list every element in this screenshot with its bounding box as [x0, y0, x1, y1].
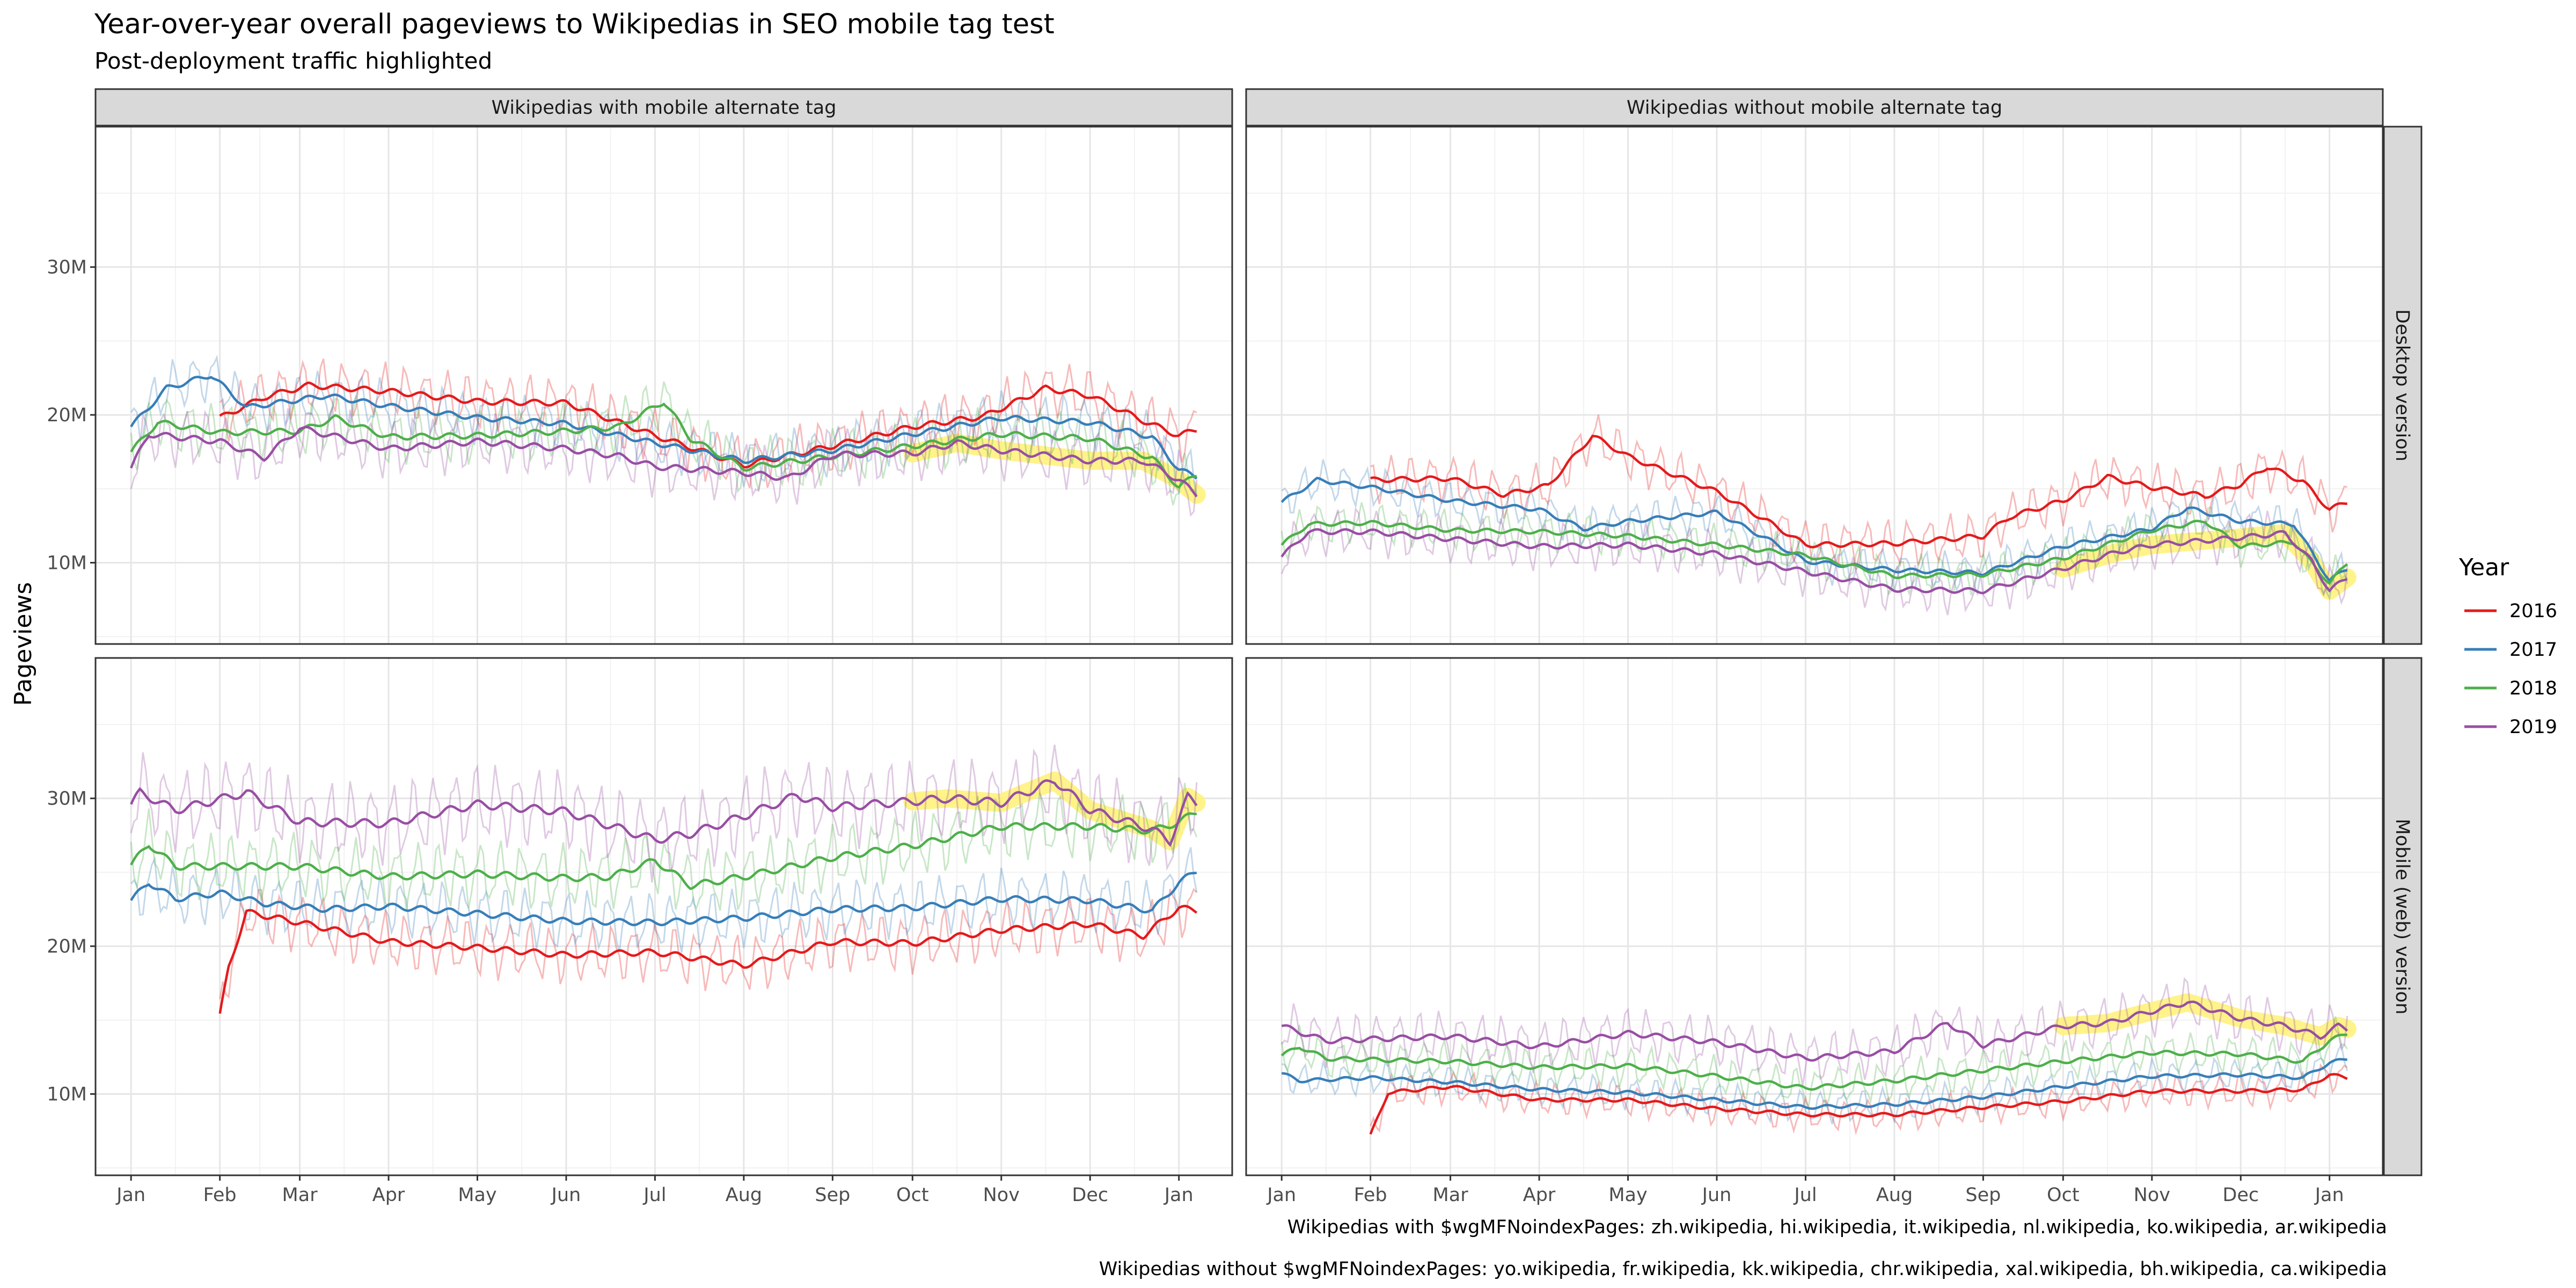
panel-background	[96, 127, 1232, 644]
x-tick-label: Dec	[2222, 1184, 2259, 1206]
series-line-2017	[1280, 477, 2348, 582]
x-tick-label: Apr	[372, 1184, 405, 1206]
caption-without-noindex: Wikipedias without $wgMFNoindexPages: yo…	[1099, 1258, 2387, 1280]
x-tick-label: Aug	[726, 1184, 762, 1206]
y-tick-label: 30M	[47, 788, 87, 810]
panel-background	[96, 658, 1232, 1175]
facet-strip-column	[94, 88, 1233, 127]
facet-strip-row	[2383, 126, 2423, 645]
series-line-2018	[1280, 1033, 2347, 1091]
series-line-2018	[1280, 519, 2348, 586]
panel-border	[94, 657, 1233, 1176]
panel-data	[130, 354, 1206, 517]
daily-line-2019	[130, 407, 1198, 517]
x-tick-label: Aug	[1876, 1184, 1913, 1206]
y-tick-label: 10M	[47, 1084, 87, 1106]
legend-label-2017: 2017	[2509, 639, 2557, 661]
x-tick-label: Apr	[1523, 1184, 1556, 1206]
x-tick-label: Jan	[115, 1184, 145, 1206]
chart-subtitle: Post-deployment traffic highlighted	[94, 48, 492, 74]
legend-label-2016: 2016	[2509, 601, 2557, 622]
legend-title: Year	[2458, 554, 2509, 581]
x-tick-label: Jul	[1793, 1184, 1817, 1206]
panel-0-0: 10M 20M 30M	[47, 126, 1233, 645]
x-tick-label: Jun	[1701, 1184, 1732, 1206]
daily-line-2017	[130, 847, 1198, 953]
x-tick-label: Jun	[551, 1184, 581, 1206]
series-line-2018	[130, 402, 1197, 489]
daily-line-2019	[130, 744, 1198, 883]
daily-line-2017	[1281, 1042, 2348, 1125]
x-tick-label: May	[1608, 1184, 1647, 1206]
facet-strip-column-label: Wikipedias with mobile alternate tag	[492, 97, 837, 119]
panel-border	[1245, 126, 2384, 645]
x-tick-label: Nov	[983, 1184, 1020, 1206]
panel-0-1: 10M 20M 30M Jan Feb Mar Apr May Jun Jul Aug Sep Oct N…	[47, 657, 1233, 1206]
facet-strip-row-label: Mobile (web) version	[2391, 819, 2413, 1015]
legend-label-2018: 2018	[2509, 678, 2557, 699]
daily-line-2019	[1281, 977, 2348, 1086]
daily-line-2018	[1280, 1016, 2348, 1110]
y-axis-title: Pageviews	[10, 582, 37, 706]
x-tick-label: Oct	[896, 1184, 929, 1206]
series-line-2019	[1280, 528, 2348, 595]
series-line-2019	[130, 779, 1198, 847]
x-tick-label: Jan	[2314, 1184, 2344, 1206]
daily-line-2017	[130, 354, 1198, 496]
x-tick-label: Nov	[2134, 1184, 2170, 1206]
facet-strip-row	[2383, 657, 2423, 1176]
daily-line-2019	[1280, 507, 2348, 616]
y-tick-label: 20M	[47, 405, 87, 426]
y-tick-label: 10M	[47, 553, 87, 574]
x-tick-label: Mar	[282, 1184, 318, 1206]
panel-data	[130, 744, 1206, 1014]
caption-with-noindex: Wikipedias with $wgMFNoindexPages: zh.wi…	[1287, 1217, 2387, 1238]
facet-strip-row-label: Desktop version	[2391, 309, 2413, 462]
series-line-2017	[130, 872, 1197, 926]
y-tick-label: 20M	[47, 936, 87, 957]
panel-border	[94, 126, 1233, 645]
series-line-2019	[130, 426, 1198, 497]
panel-background	[1246, 127, 2383, 644]
panel-1-1: Jan Feb Mar Apr May Jun Jul Aug Sep Oct Nov Dec Jan	[1245, 657, 2384, 1206]
series-line-2016	[1369, 1073, 2348, 1135]
facet-strip-column	[1245, 88, 2384, 127]
panel-1-0	[1245, 126, 2384, 645]
series-line-2017	[1282, 1058, 2347, 1110]
x-tick-label: Oct	[2047, 1184, 2080, 1206]
x-tick-label: May	[458, 1184, 496, 1206]
x-tick-label: Dec	[1072, 1184, 1108, 1206]
x-tick-label: Sep	[815, 1184, 850, 1206]
x-tick-label: Jan	[1266, 1184, 1296, 1206]
panel-grid: 10M 20M 30M 10M 20M 30M Jan Feb Mar Apr May Jun Jul A…	[47, 88, 2423, 1206]
x-tick-label: Jul	[642, 1184, 666, 1206]
x-tick-label: Mar	[1433, 1184, 1469, 1206]
x-tick-label: Sep	[1965, 1184, 2001, 1206]
series-line-2019	[1281, 1000, 2348, 1062]
facet-strip-column-label: Wikipedias without mobile alternate tag	[1627, 97, 2002, 119]
panel-background	[1246, 658, 2383, 1175]
series-line-2017	[130, 376, 1198, 480]
daily-line-2018	[130, 381, 1198, 506]
legend: Year 2016 2017 2018 2019	[2458, 554, 2557, 738]
legend-label-2019: 2019	[2509, 716, 2557, 738]
panel-border	[1245, 657, 2384, 1176]
series-line-2016	[1370, 435, 2347, 548]
chart-title: Year-over-year overall pageviews to Wiki…	[94, 9, 1055, 40]
y-tick-label: 30M	[47, 257, 87, 279]
x-tick-label: Feb	[1354, 1184, 1387, 1206]
series-line-2016	[218, 904, 1198, 1014]
series-line-2018	[130, 812, 1197, 890]
x-tick-label: Feb	[203, 1184, 237, 1206]
panel-data	[1280, 977, 2357, 1136]
x-tick-label: Jan	[1163, 1184, 1194, 1206]
panel-data	[1280, 414, 2357, 616]
